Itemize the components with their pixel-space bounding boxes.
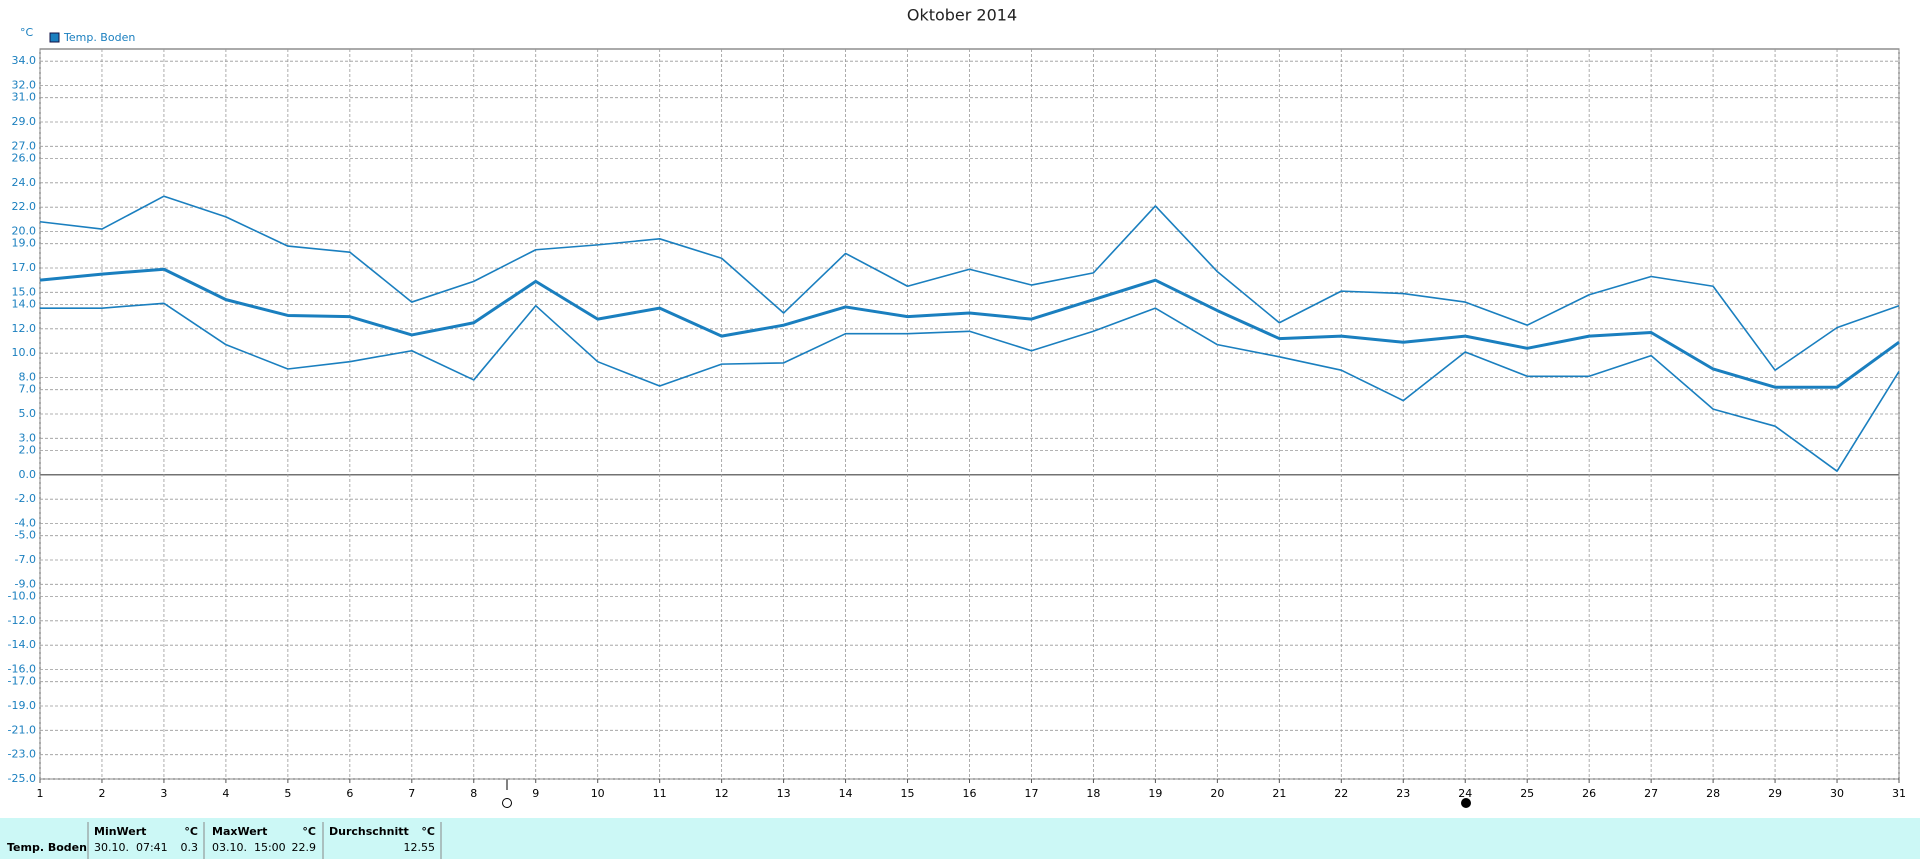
y-tick-label: 2.0 (19, 444, 37, 457)
data-line (39, 195, 1900, 372)
y-tick-label: -2.0 (15, 492, 36, 505)
y-tick-label: 8.0 (19, 371, 37, 384)
table-header: °C (184, 825, 198, 838)
y-tick-label: 24.0 (12, 176, 37, 189)
table-header: °C (421, 825, 435, 838)
x-tick-label: 28 (1706, 787, 1720, 800)
x-tick-label: 26 (1582, 787, 1596, 800)
chart-title: Oktober 2014 (907, 6, 1017, 25)
y-tick-label: -4.0 (15, 517, 36, 530)
x-tick-label: 21 (1272, 787, 1286, 800)
y-tick-label: 26.0 (12, 152, 37, 165)
x-tick-label: 19 (1148, 787, 1162, 800)
moon-icons (502, 776, 1471, 808)
x-tick-label: 4 (222, 787, 229, 800)
y-tick-label: -12.0 (8, 614, 36, 627)
x-tick-label: 17 (1024, 787, 1038, 800)
table-cell: 0.3 (181, 841, 199, 854)
stats-separators (87, 822, 442, 859)
y-tick-label: 3.0 (19, 431, 37, 444)
table-cell: 03.10. 15:00 (212, 841, 286, 854)
x-tick-label: 14 (839, 787, 853, 800)
x-tick-label: 31 (1892, 787, 1906, 800)
y-tick-label: -5.0 (15, 529, 36, 542)
legend-swatch (49, 32, 60, 43)
x-tick-label: 5 (284, 787, 291, 800)
x-tick-label: 7 (408, 787, 415, 800)
data-line (40, 302, 1900, 472)
y-tick-label: -14.0 (8, 638, 36, 651)
table-header: Durchschnitt (329, 825, 409, 838)
y-unit: °C (20, 26, 34, 39)
y-tick-label: -23.0 (8, 748, 36, 761)
y-tick-label: -16.0 (8, 663, 36, 676)
x-tick-label: 10 (591, 787, 605, 800)
x-tick-label: 27 (1644, 787, 1658, 800)
x-tick-label: 18 (1086, 787, 1100, 800)
y-tick-label: -17.0 (8, 675, 36, 688)
x-tick-label: 8 (470, 787, 477, 800)
x-tick-label: 3 (160, 787, 167, 800)
legend-label: Temp. Boden (63, 31, 135, 44)
table-cell: 30.10. 07:41 (94, 841, 168, 854)
y-tick-label: 19.0 (12, 237, 37, 250)
y-tick-label: 34.0 (12, 54, 37, 67)
x-tick-label: 23 (1396, 787, 1410, 800)
y-tick-label: 31.0 (12, 91, 37, 104)
table-header: MaxWert (212, 825, 267, 838)
y-tick-label: 5.0 (19, 407, 37, 420)
x-tick-label: 16 (963, 787, 977, 800)
x-tick-label: 15 (901, 787, 915, 800)
y-tick-label: -10.0 (8, 590, 36, 603)
y-tick-label: 20.0 (12, 225, 37, 238)
y-tick-label: 0.0 (19, 468, 37, 481)
x-tick-label: 30 (1830, 787, 1844, 800)
y-tick-label: 27.0 (12, 139, 37, 152)
y-tick-label: 7.0 (19, 383, 37, 396)
table-cell: Temp. Boden (7, 841, 87, 854)
table-header: MinWert (94, 825, 146, 838)
y-tick-label: -25.0 (8, 772, 36, 785)
x-tick-label: 6 (346, 787, 353, 800)
x-tick-label: 20 (1210, 787, 1224, 800)
y-tick-label: 22.0 (12, 200, 37, 213)
x-tick-label: 1 (37, 787, 44, 800)
y-tick-label: 14.0 (12, 298, 37, 311)
y-tick-label: -21.0 (8, 723, 36, 736)
table-header: °C (302, 825, 316, 838)
y-tick-label: 12.0 (12, 322, 37, 335)
x-tick-label: 2 (98, 787, 105, 800)
y-tick-label: -7.0 (15, 553, 36, 566)
y-tick-label: 15.0 (12, 285, 37, 298)
x-tick-label: 11 (653, 787, 667, 800)
table-cell: 12.55 (404, 841, 436, 854)
x-tick-label: 12 (715, 787, 729, 800)
x-tick-label: 29 (1768, 787, 1782, 800)
x-tick-label: 22 (1334, 787, 1348, 800)
y-tick-label: 32.0 (12, 79, 37, 92)
x-tick-label: 13 (777, 787, 791, 800)
y-tick-label: -9.0 (15, 577, 36, 590)
x-tick-label: 9 (532, 787, 539, 800)
y-tick-label: 10.0 (12, 346, 37, 359)
y-tick-label: -19.0 (8, 699, 36, 712)
data-line (39, 267, 1900, 389)
y-tick-label: 17.0 (12, 261, 37, 274)
stats-panel (0, 818, 1920, 859)
x-tick-label: 25 (1520, 787, 1534, 800)
x-tick-label: 24 (1458, 787, 1472, 800)
y-tick-label: 29.0 (12, 115, 37, 128)
table-cell: 22.9 (292, 841, 317, 854)
